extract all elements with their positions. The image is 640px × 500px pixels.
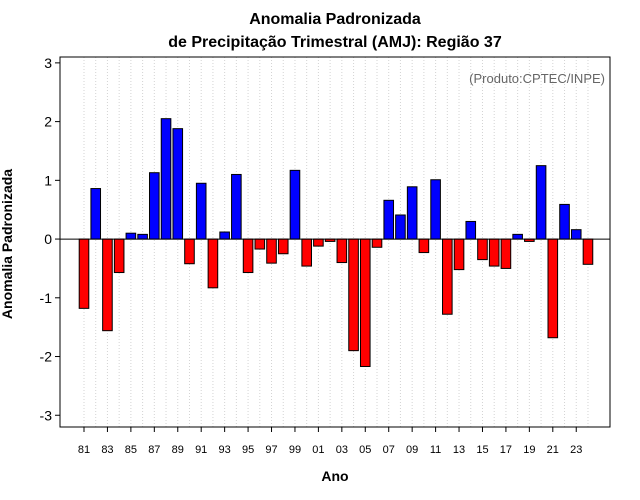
x-tick-label: 11 [430, 444, 441, 456]
x-tick-label: 01 [312, 444, 324, 456]
bar-1981 [78, 238, 90, 309]
x-tick-label: 05 [359, 444, 371, 456]
bar-2010 [418, 238, 430, 254]
y-tick-label: -2 [40, 349, 53, 365]
bar-2022 [559, 203, 570, 240]
x-tick-label: 17 [500, 444, 512, 456]
y-tick-label: -3 [40, 407, 53, 423]
x-tick-label: 91 [195, 444, 207, 456]
bar-2017 [500, 238, 512, 269]
bar-2006 [371, 238, 383, 248]
bar-1986 [137, 233, 148, 240]
y-tick-label: 2 [44, 114, 52, 130]
bar-2018 [512, 233, 523, 240]
bar-2007 [383, 199, 395, 240]
bar-1993 [219, 231, 230, 240]
bar-1989 [172, 128, 184, 240]
bar-2009 [406, 186, 418, 240]
x-tick-label: 83 [101, 444, 113, 456]
plot-frame [59, 56, 611, 428]
bar-1995 [242, 238, 254, 274]
bar-1999 [289, 169, 301, 240]
x-tick-label: 19 [523, 444, 535, 456]
chart-title: Anomalia Padronizada [249, 11, 421, 28]
vertical-gridlines [83, 57, 589, 427]
x-tick-label: 85 [125, 444, 137, 456]
y-tick-label: -1 [40, 290, 53, 306]
bar-2015 [477, 238, 488, 261]
x-tick-label: 07 [383, 444, 395, 456]
x-axis: 81 83 85 87 89 91 93 95 97 99 01 03 05 07 09 11 13 15 17 19… [78, 427, 582, 456]
bar-1982 [90, 188, 102, 240]
x-tick-label: 99 [289, 444, 301, 456]
y-axis-title: Anomalia Padronizada [0, 169, 15, 319]
bar-1987 [149, 172, 160, 240]
bar-1994 [231, 173, 242, 240]
x-axis-title: Ano [321, 468, 348, 484]
product-credit: (Produto:CPTEC/INPE) [469, 71, 605, 86]
x-tick-label: 21 [547, 444, 559, 456]
bar-2003 [336, 238, 348, 264]
x-tick-label: 89 [172, 444, 184, 456]
bar-2011 [430, 179, 441, 240]
x-tick-label: 81 [78, 444, 90, 456]
bar-2005 [359, 238, 371, 368]
bar-2014 [465, 220, 477, 240]
bar-2024 [582, 238, 594, 265]
y-axis: 3 2 1 0 -1 -2 -3 [40, 55, 60, 423]
bar-2020 [535, 165, 547, 240]
x-tick-label: 93 [219, 444, 231, 456]
bar-2016 [488, 238, 500, 267]
bar-1996 [254, 238, 266, 250]
x-tick-label: 95 [242, 444, 254, 456]
chart-subtitle: de Precipitação Trimestral (AMJ): Região… [168, 34, 502, 51]
bar-2001 [313, 238, 324, 247]
bar-1997 [266, 238, 277, 264]
bar-2013 [453, 238, 465, 271]
bar-1984 [113, 238, 125, 274]
bar-2023 [570, 229, 582, 240]
y-tick-label: 3 [44, 55, 52, 71]
x-tick-label: 23 [570, 444, 582, 456]
bars-group [78, 118, 594, 368]
bar-1988 [160, 118, 172, 240]
bar-1983 [102, 238, 113, 332]
bar-2004 [348, 238, 359, 352]
bar-1992 [207, 238, 219, 289]
bar-1998 [277, 238, 289, 255]
x-tick-label: 15 [476, 444, 488, 456]
x-tick-label: 97 [265, 444, 277, 456]
bar-2000 [301, 238, 312, 267]
bar-2012 [442, 238, 453, 315]
y-tick-label: 0 [44, 231, 52, 247]
bar-1990 [184, 238, 195, 265]
bar-2008 [395, 214, 406, 240]
y-tick-label: 1 [44, 172, 52, 188]
bar-1985 [125, 232, 137, 240]
bar-1991 [195, 182, 207, 240]
x-tick-label: 13 [453, 444, 465, 456]
x-tick-label: 03 [336, 444, 348, 456]
bar-2021 [547, 238, 559, 339]
x-tick-label: 87 [148, 444, 160, 456]
x-tick-label: 09 [406, 444, 418, 456]
